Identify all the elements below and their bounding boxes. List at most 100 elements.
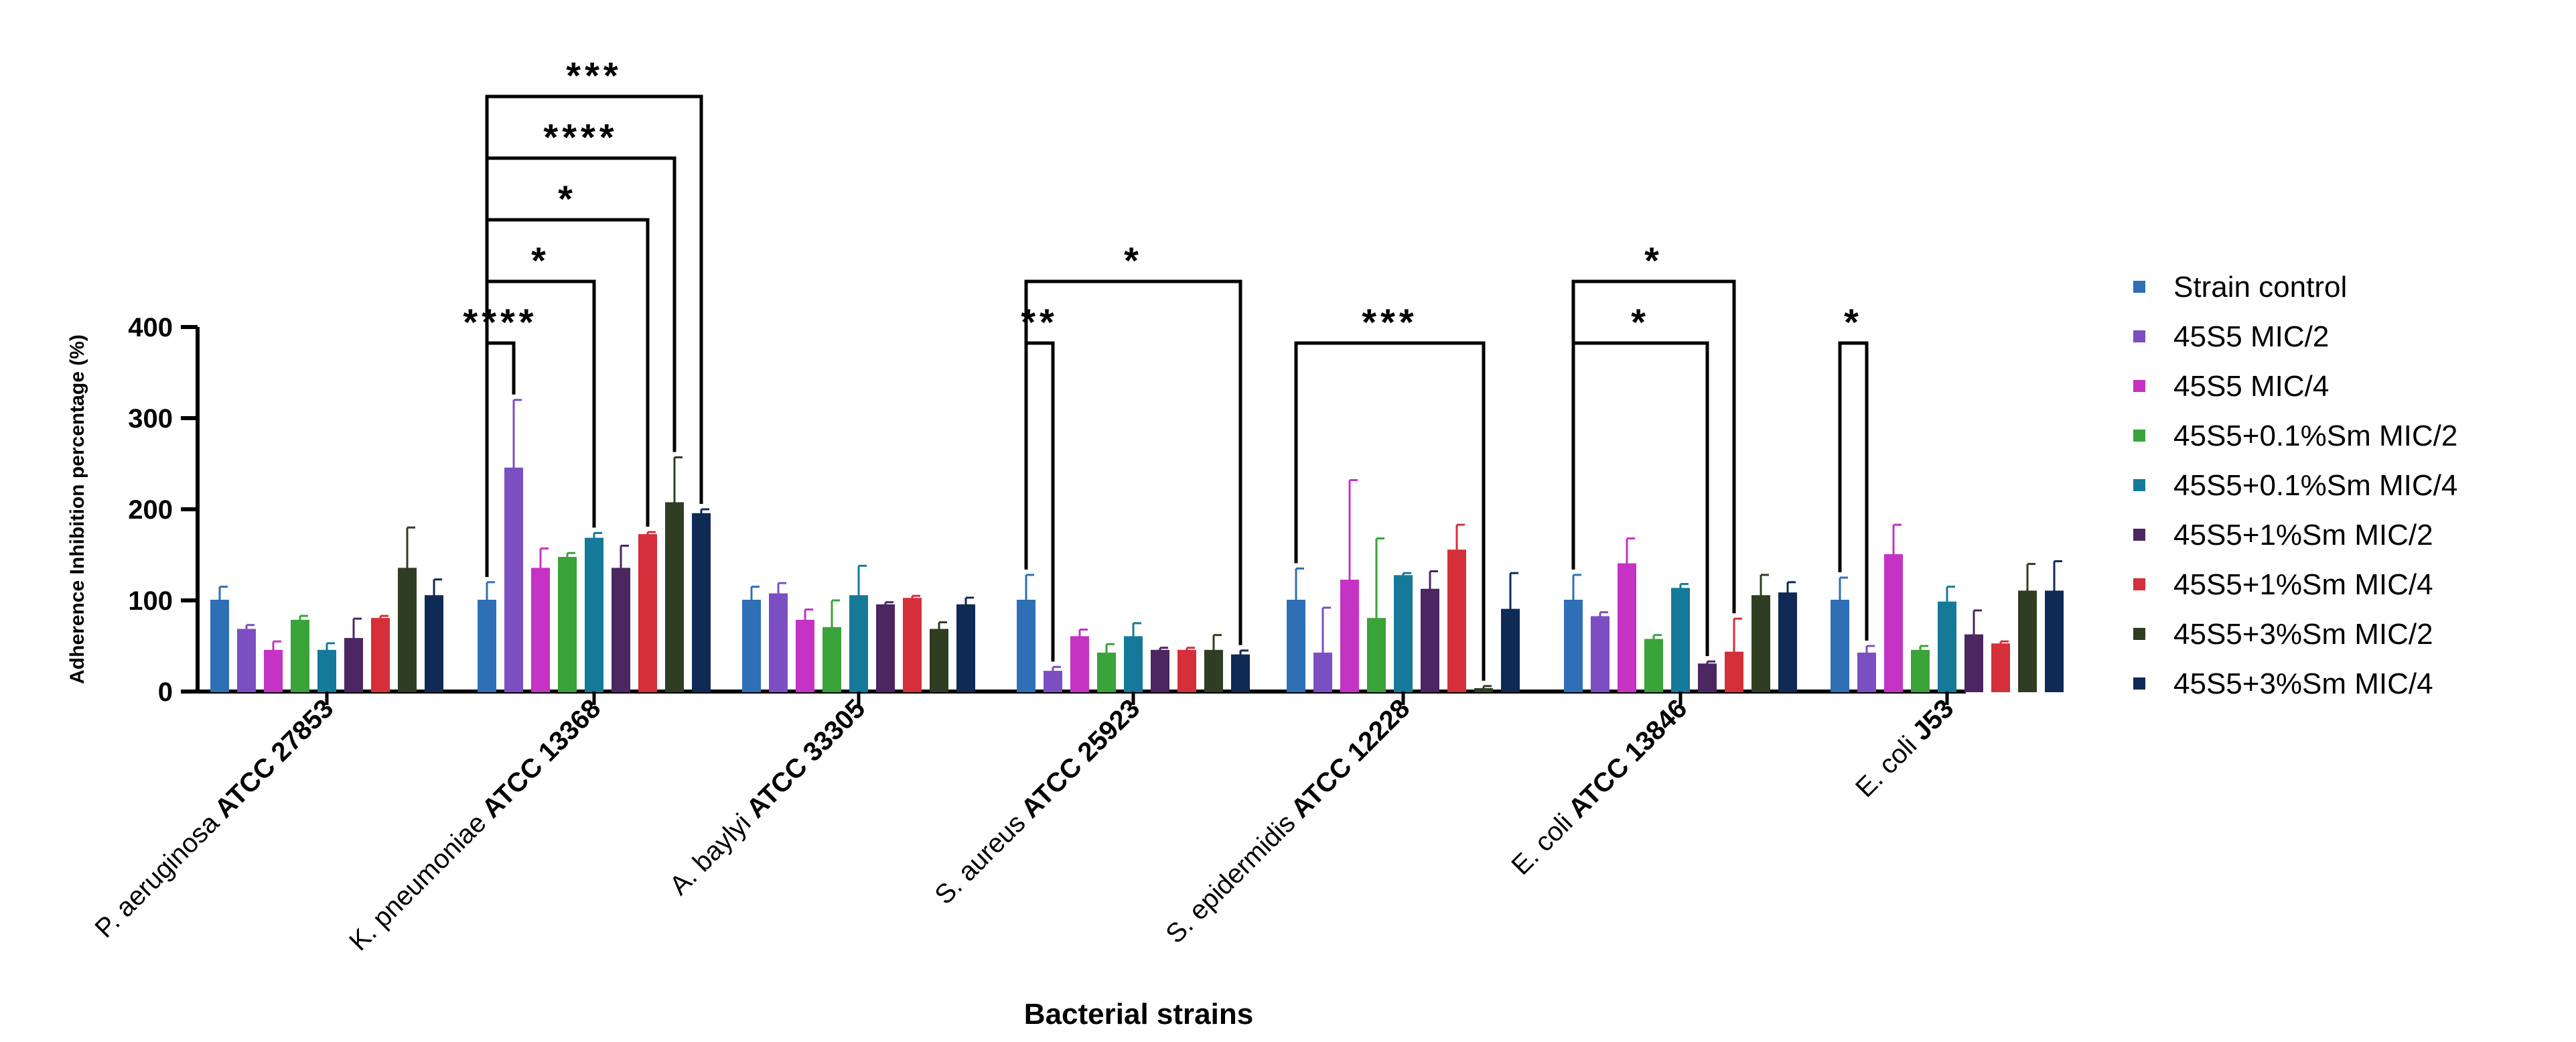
significance-bracket: *: [1024, 239, 1242, 645]
category-species: K. pneumoniae: [344, 803, 497, 956]
legend-label: Strain control: [2173, 271, 2347, 304]
bar: [1231, 654, 1250, 692]
series-3: [291, 537, 1930, 693]
bar: [1964, 634, 1983, 692]
category-strain: ATCC 13846: [1563, 694, 1693, 824]
bar: [1751, 595, 1770, 693]
bars: [210, 399, 2064, 693]
bar: [1151, 649, 1169, 692]
bar: [849, 595, 868, 693]
bar: [1911, 649, 1930, 692]
legend-label: 45S5+0.1%Sm MIC/4: [2173, 469, 2457, 502]
bar: [956, 604, 975, 692]
bar: [2045, 590, 2064, 693]
bar: [237, 629, 256, 693]
significance-label: *: [1631, 301, 1650, 343]
series-2: [264, 478, 1903, 693]
legend-label: 45S5+1%Sm MIC/4: [2173, 568, 2433, 601]
category-species: E. coli: [1850, 725, 1928, 803]
legend-swatch: [2133, 430, 2145, 442]
series-4: [317, 531, 1956, 693]
significance-label: ****: [463, 301, 537, 343]
significance-label: ****: [543, 116, 618, 158]
bar: [1447, 549, 1466, 693]
bar: [1725, 651, 1743, 693]
legend-item: Strain control: [2133, 271, 2347, 304]
category-label: A. baylyi ATCC 33305: [664, 694, 871, 901]
category-label: E. coli J53: [1850, 694, 1959, 803]
bar: [692, 513, 711, 692]
category-strain: ATCC 33305: [741, 694, 871, 824]
significance-bracket: ***: [1294, 301, 1486, 681]
bar: [903, 598, 922, 693]
legend-item: 45S5 MIC/2: [2133, 320, 2329, 353]
bar: [1671, 588, 1690, 692]
significance-brackets: ******************* ***: [463, 54, 1869, 681]
bar: [796, 619, 814, 692]
bar: [1313, 652, 1332, 693]
bar: [478, 600, 496, 692]
legend-swatch: [2133, 330, 2145, 342]
legend-swatch: [2133, 578, 2145, 590]
legend-label: 45S5+0.1%Sm MIC/2: [2173, 419, 2457, 452]
bar: [1340, 580, 1359, 693]
bar: [344, 638, 363, 692]
bar: [210, 600, 229, 692]
bar: [1618, 563, 1636, 692]
legend-swatch: [2133, 628, 2145, 640]
significance-label: *: [1644, 239, 1663, 281]
significance-label: *: [1844, 301, 1863, 343]
y-axis-title: Adherence Inhibition percentage (%): [66, 334, 88, 684]
bar: [1394, 575, 1413, 693]
y-ticks: 0 100 200 300 400: [128, 313, 198, 707]
y-tick-label: 300: [128, 404, 173, 434]
bar: [1698, 663, 1717, 693]
bracket-line: [485, 94, 703, 577]
series-0: [210, 567, 1849, 692]
bar: [371, 618, 390, 693]
significance-bracket: ***: [485, 54, 703, 577]
category-strain: ATCC 12228: [1285, 694, 1415, 824]
legend-item: 45S5+3%Sm MIC/2: [2133, 618, 2433, 651]
significance-label: *: [531, 239, 550, 281]
bar: [1991, 643, 2010, 693]
bar: [264, 649, 283, 692]
bar: [1591, 616, 1609, 692]
legend-swatch: [2133, 677, 2145, 690]
bracket-line: [1024, 279, 1242, 645]
bar: [1287, 600, 1305, 692]
category-species: S. aureus: [929, 803, 1036, 910]
legend-item: 45S5+0.1%Sm MIC/2: [2133, 419, 2457, 452]
category-strain: ATCC 25923: [1015, 694, 1145, 824]
bar: [1831, 600, 1849, 692]
bar: [1421, 588, 1439, 692]
series-1: [237, 399, 1876, 693]
legend-item: 45S5+1%Sm MIC/2: [2133, 519, 2433, 551]
category-species: E. coli: [1506, 803, 1583, 881]
legend-item: 45S5+0.1%Sm MIC/4: [2133, 469, 2457, 502]
category-label: K. pneumoniae ATCC 13368: [344, 694, 606, 956]
significance-label: *: [558, 178, 577, 220]
bar: [665, 502, 684, 692]
category-strain: ATCC 27853: [209, 694, 339, 824]
legend-item: 45S5+1%Sm MIC/4: [2133, 568, 2433, 601]
bar: [1884, 554, 1903, 692]
bracket-line: [1838, 341, 1869, 641]
bar: [1097, 652, 1116, 693]
y-tick-label: 0: [158, 677, 173, 707]
bar: [876, 604, 895, 692]
bar: [1564, 600, 1583, 692]
bar: [1070, 636, 1089, 693]
bracket-line: [1571, 279, 1736, 614]
bar: [2018, 590, 2037, 693]
legend-label: 45S5+3%Sm MIC/4: [2173, 667, 2433, 700]
bar: [742, 600, 761, 692]
bar: [612, 568, 630, 693]
significance-bracket: *: [485, 239, 596, 577]
legend: Strain control 45S5 MIC/2 45S5 MIC/4 45S5+0…: [2133, 271, 2457, 700]
legend-label: 45S5 MIC/4: [2173, 370, 2329, 403]
significance-bracket: *: [1838, 301, 1869, 641]
category-species: P. aeruginosa: [90, 803, 230, 943]
legend-item: 45S5+3%Sm MIC/4: [2133, 667, 2433, 700]
